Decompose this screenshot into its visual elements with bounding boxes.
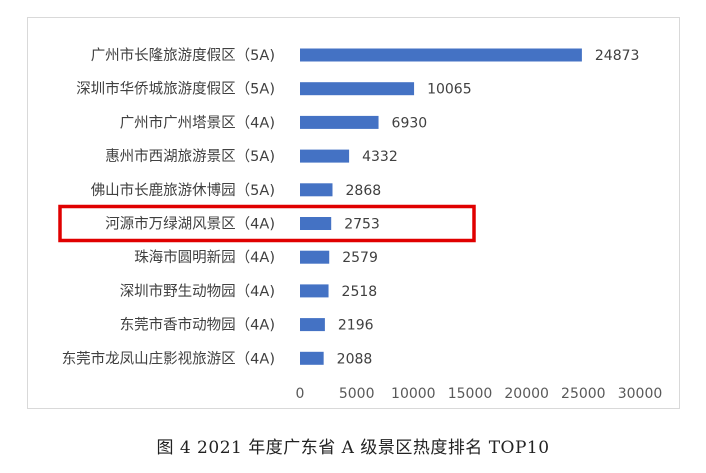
- value-label: 4332: [362, 149, 398, 165]
- category-label: 广州市广州塔景区（4A): [120, 114, 275, 131]
- x-tick-label: 0: [296, 386, 305, 402]
- value-label: 2579: [342, 250, 378, 266]
- category-label: 深圳市华侨城旅游度假区（5A): [76, 81, 275, 98]
- x-tick-label: 20000: [504, 386, 549, 402]
- category-label: 广州市长隆旅游度假区（5A): [91, 47, 275, 64]
- category-label: 东莞市龙凤山庄影视旅游区（4A): [62, 349, 275, 367]
- bar: [300, 183, 333, 197]
- bar: [300, 217, 332, 230]
- value-label: 2088: [337, 351, 373, 367]
- value-label: 6930: [392, 115, 428, 131]
- bar: [300, 318, 325, 332]
- highlight-layer: [58, 204, 476, 243]
- value-label: 2196: [338, 318, 374, 334]
- value-label: 24873: [595, 48, 640, 64]
- value-labels: 24873 10065 6930 4332 2868 2753 2579 2518 2196 20…: [337, 48, 640, 367]
- x-tick-label: 15000: [448, 386, 493, 402]
- bar: [300, 351, 324, 365]
- value-label: 2868: [346, 183, 382, 199]
- category-label: 河源市万绿湖风景区（4A): [105, 216, 275, 233]
- category-label: 深圳市野生动物园（4A): [120, 283, 275, 300]
- bar: [300, 115, 379, 129]
- bar: [300, 82, 415, 96]
- x-axis-ticks: 0 5000 10000 15000 20000 25000 30000: [296, 386, 663, 402]
- value-label: 10065: [427, 82, 472, 98]
- bar: [300, 250, 330, 264]
- category-labels: 广州市长隆旅游度假区（5A) 深圳市华侨城旅游度假区（5A) 广州市广州塔景区（4A…: [62, 47, 275, 367]
- bar: [300, 48, 582, 62]
- bar: [300, 149, 350, 163]
- category-label: 惠州市西湖旅游景区（5A): [105, 148, 275, 165]
- category-label: 佛山市长鹿旅游休博园（5A): [91, 182, 275, 199]
- value-label: 2753: [344, 217, 380, 233]
- bar: [300, 284, 329, 298]
- category-label: 珠海市圆明新园（4A): [134, 249, 275, 266]
- x-tick-label: 30000: [618, 386, 663, 402]
- x-tick-label: 5000: [339, 386, 375, 402]
- category-label: 东莞市香市动物园（4A): [120, 317, 275, 334]
- x-tick-label: 25000: [561, 386, 606, 402]
- value-label: 2518: [342, 284, 378, 300]
- figure-caption: 图 4 2021 年度广东省 A 级景区热度排名 TOP10: [156, 438, 550, 458]
- x-tick-label: 10000: [391, 386, 436, 402]
- bars-layer: [300, 48, 582, 365]
- highlight-box: [58, 204, 476, 243]
